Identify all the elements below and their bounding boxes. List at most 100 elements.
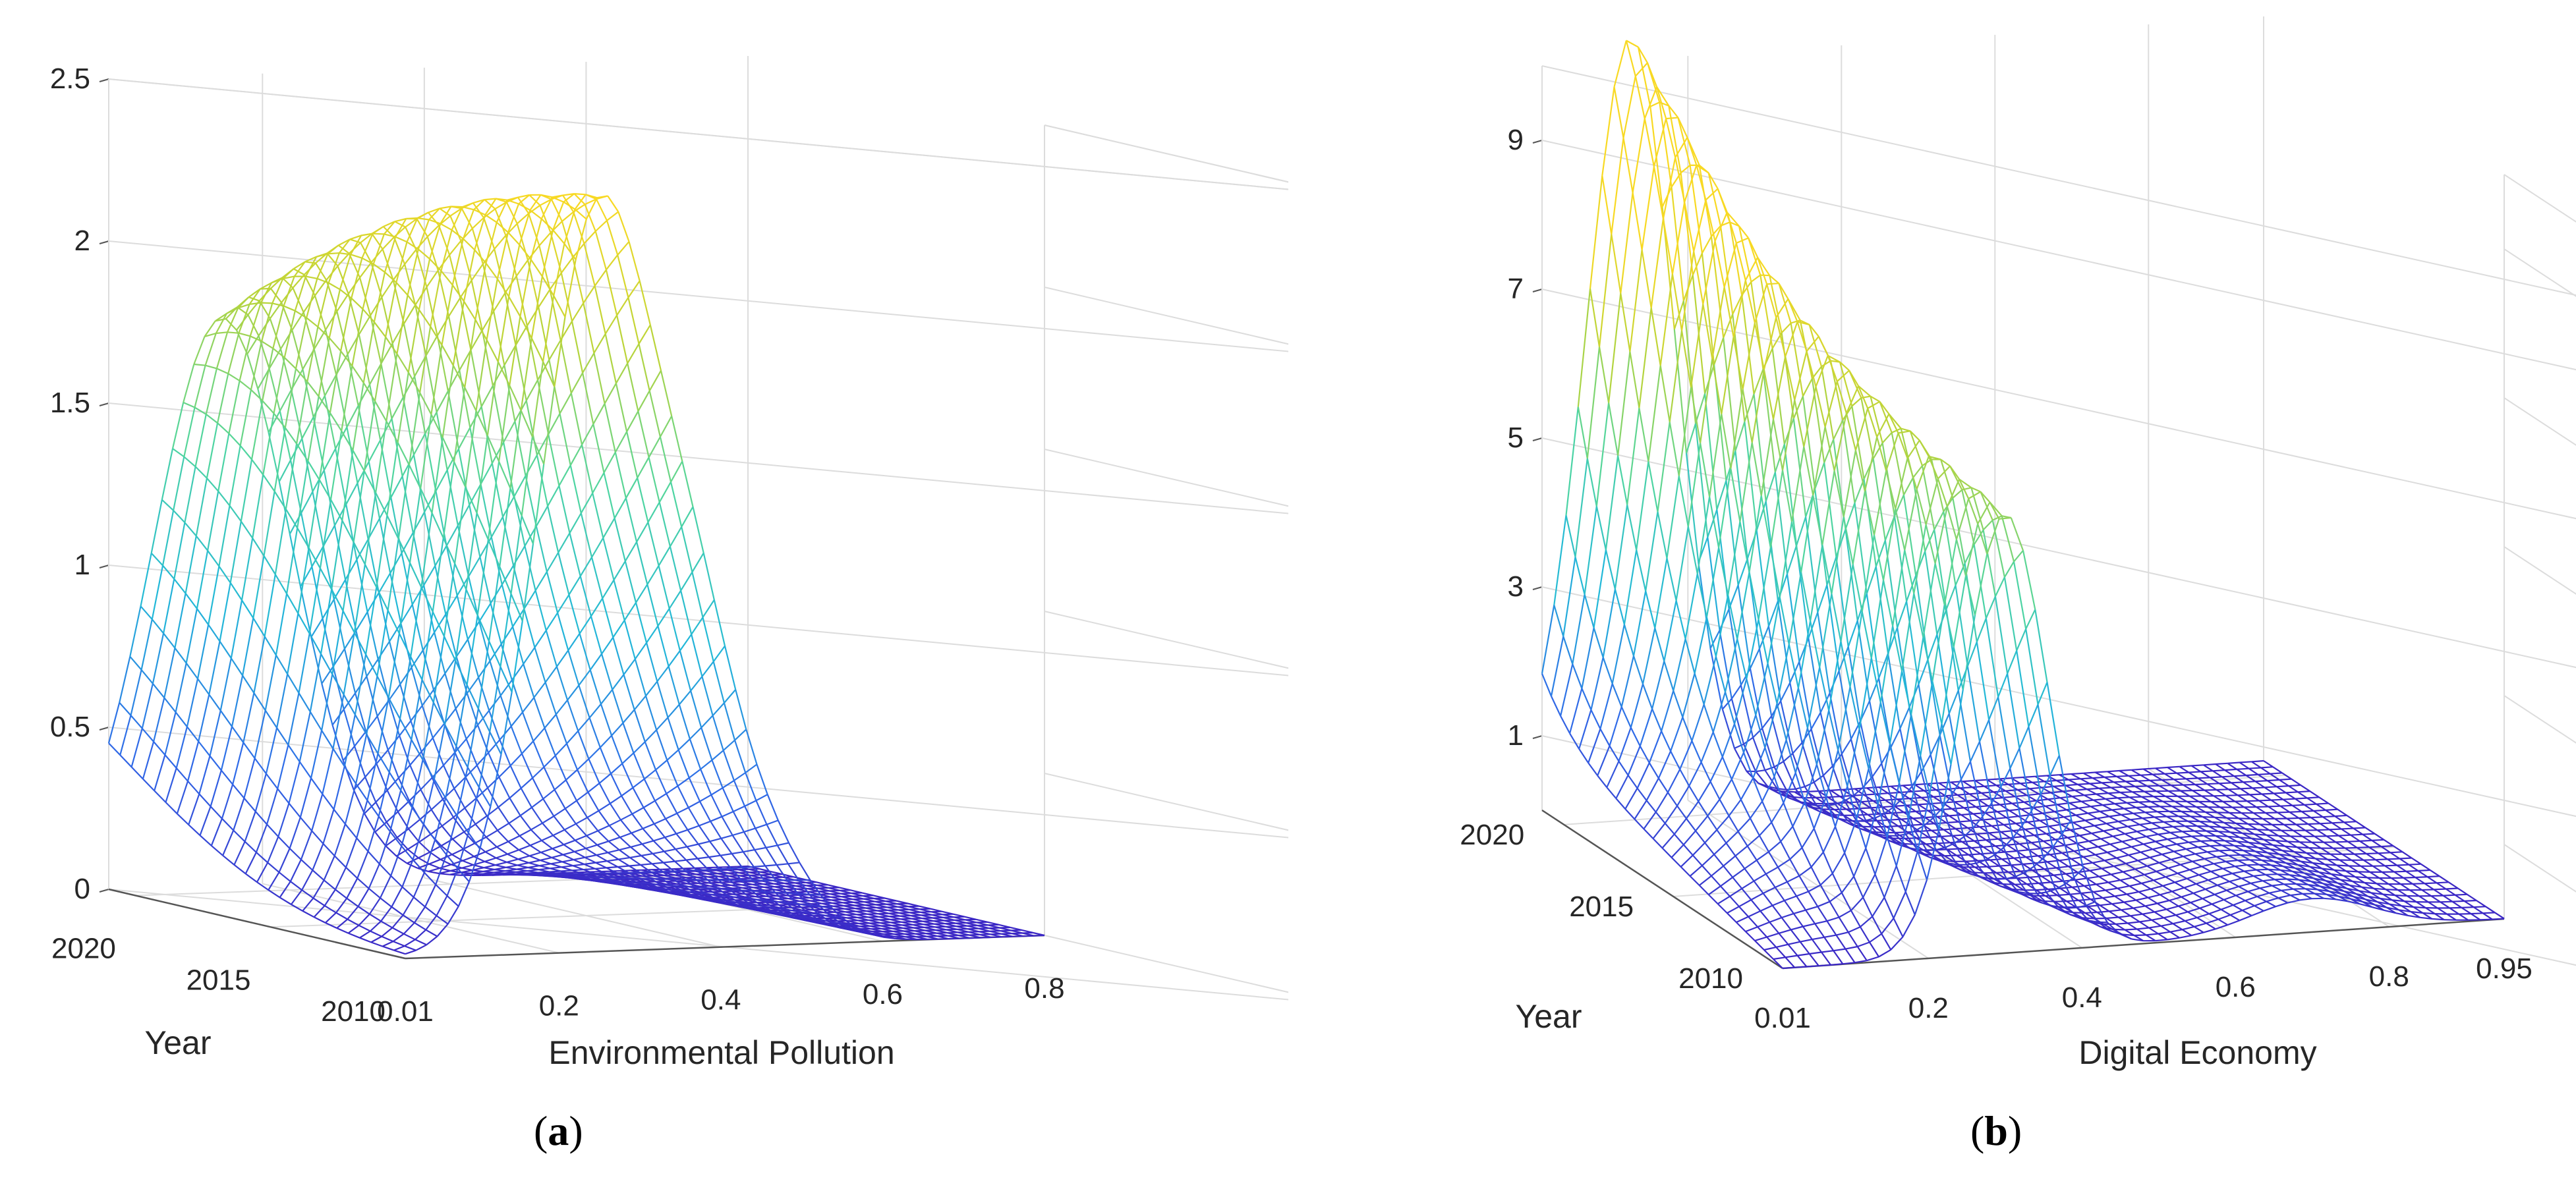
surface-mesh-line: [244, 811, 256, 842]
surface-mesh-line: [345, 823, 358, 839]
surface-mesh-line: [2216, 788, 2229, 791]
surface-mesh-line: [387, 750, 399, 779]
surface-mesh-line: [2086, 788, 2097, 795]
surface-mesh-line: [442, 788, 455, 800]
surface-mesh-line: [1772, 419, 1784, 471]
surface-mesh-line: [275, 655, 289, 675]
surface-mesh-line: [1630, 684, 1644, 728]
surface-mesh-line: [1756, 501, 1767, 531]
surface-mesh-line: [1863, 794, 1874, 802]
surface-mesh-line: [338, 238, 351, 246]
surface-mesh-line: [1634, 800, 1647, 820]
surface-mesh-line: [198, 756, 211, 794]
x-gridline-floor: [262, 883, 559, 954]
surface-mesh-line: [424, 884, 437, 908]
surface-mesh-line: [1746, 619, 1760, 679]
surface-mesh-line: [343, 714, 356, 767]
surface-mesh-line: [410, 720, 422, 752]
surface-mesh-line: [669, 526, 683, 547]
surface-mesh-line: [318, 337, 330, 397]
surface-mesh-line: [753, 866, 765, 881]
surface-mesh-line: [421, 679, 434, 703]
surface-mesh-line: [357, 906, 370, 915]
surface-mesh-line: [490, 603, 502, 645]
surface-mesh-line: [2167, 837, 2180, 841]
surface-mesh-line: [687, 843, 699, 848]
surface-mesh-line: [257, 368, 270, 389]
surface-mesh-line: [691, 617, 704, 635]
surface-mesh-line: [643, 779, 656, 802]
surface-mesh-line: [2097, 816, 2109, 819]
surface-mesh-line: [461, 207, 473, 229]
surface-mesh-line: [1595, 506, 1607, 550]
surface-mesh-line: [2229, 831, 2241, 839]
surface-mesh-line: [1614, 589, 1625, 625]
surface-mesh-line: [185, 608, 198, 663]
surface-mesh-line: [533, 682, 546, 698]
surface-mesh-line: [712, 645, 726, 662]
z-tick-mark: [1532, 586, 1543, 590]
surface-mesh-line: [604, 383, 617, 404]
surface-mesh-line: [382, 248, 394, 281]
surface-mesh-line: [390, 497, 403, 553]
surface-mesh-line: [485, 846, 498, 853]
surface-mesh-line: [2143, 767, 2156, 770]
surface-mesh-line: [397, 777, 411, 802]
surface-mesh-line: [1550, 636, 1564, 697]
surface-mesh-line: [219, 640, 232, 659]
surface-mesh-line: [363, 470, 377, 493]
surface-mesh-line: [577, 717, 590, 732]
surface-mesh-line: [523, 609, 536, 648]
surface-mesh-line: [397, 442, 410, 466]
surface-mesh-line: [508, 244, 521, 297]
surface-mesh-line: [1822, 808, 1835, 811]
surface-mesh-line: [523, 647, 536, 665]
surface-mesh-line: [2353, 827, 2366, 829]
surface-mesh-line: [451, 238, 464, 285]
surface-mesh-line: [2189, 771, 2201, 773]
surface-mesh-line: [567, 650, 580, 686]
surface-mesh-line: [475, 339, 488, 411]
surface-mesh-line: [594, 269, 607, 287]
surface-mesh-line: [2150, 801, 2161, 808]
surface-mesh-line: [254, 773, 267, 812]
surface-mesh-line: [579, 615, 592, 634]
surface-mesh-line: [1783, 761, 1796, 790]
surface-mesh-line: [1666, 476, 1680, 559]
surface-mesh-line: [2121, 812, 2134, 816]
surface-mesh-line: [2080, 778, 2090, 785]
surface-mesh-line: [140, 669, 154, 684]
surface-mesh-line: [1969, 792, 1982, 795]
surface-mesh-line: [653, 823, 666, 838]
surface-mesh-line: [446, 470, 459, 526]
surface-mesh-line: [1883, 806, 1895, 815]
surface-mesh-line: [403, 323, 416, 377]
surface-mesh-line: [277, 803, 290, 837]
surface-mesh-line: [380, 906, 393, 922]
surface-mesh-line: [1835, 804, 1848, 821]
surface-mesh-line: [400, 739, 413, 791]
surface-mesh-line: [184, 522, 197, 537]
surface-mesh-line: [612, 674, 625, 690]
surface-mesh-line: [226, 307, 239, 314]
top-right-edge: [2504, 174, 2576, 223]
surface-mesh-line: [230, 599, 243, 659]
surface-mesh-line: [558, 485, 571, 534]
surface-mesh-line: [2108, 791, 2121, 794]
surface-mesh-line: [777, 819, 789, 843]
surface-mesh-line: [342, 541, 355, 611]
surface-mesh-line: [627, 297, 640, 345]
surface-mesh-line: [401, 476, 414, 533]
surface-mesh-line: [2057, 804, 2067, 811]
surface-mesh-line: [1999, 864, 2011, 867]
surface-mesh-line: [503, 442, 515, 497]
surface-mesh-line: [547, 485, 560, 507]
surface-mesh-line: [2143, 841, 2156, 845]
surface-mesh-line: [518, 844, 531, 851]
surface-mesh-line: [590, 597, 604, 617]
surface-mesh-line: [2065, 785, 2076, 791]
surface-mesh-line: [331, 725, 344, 761]
surface-mesh-line: [659, 416, 673, 437]
surface-mesh-line: [1769, 275, 1780, 285]
surface-mesh-line: [2332, 821, 2345, 824]
